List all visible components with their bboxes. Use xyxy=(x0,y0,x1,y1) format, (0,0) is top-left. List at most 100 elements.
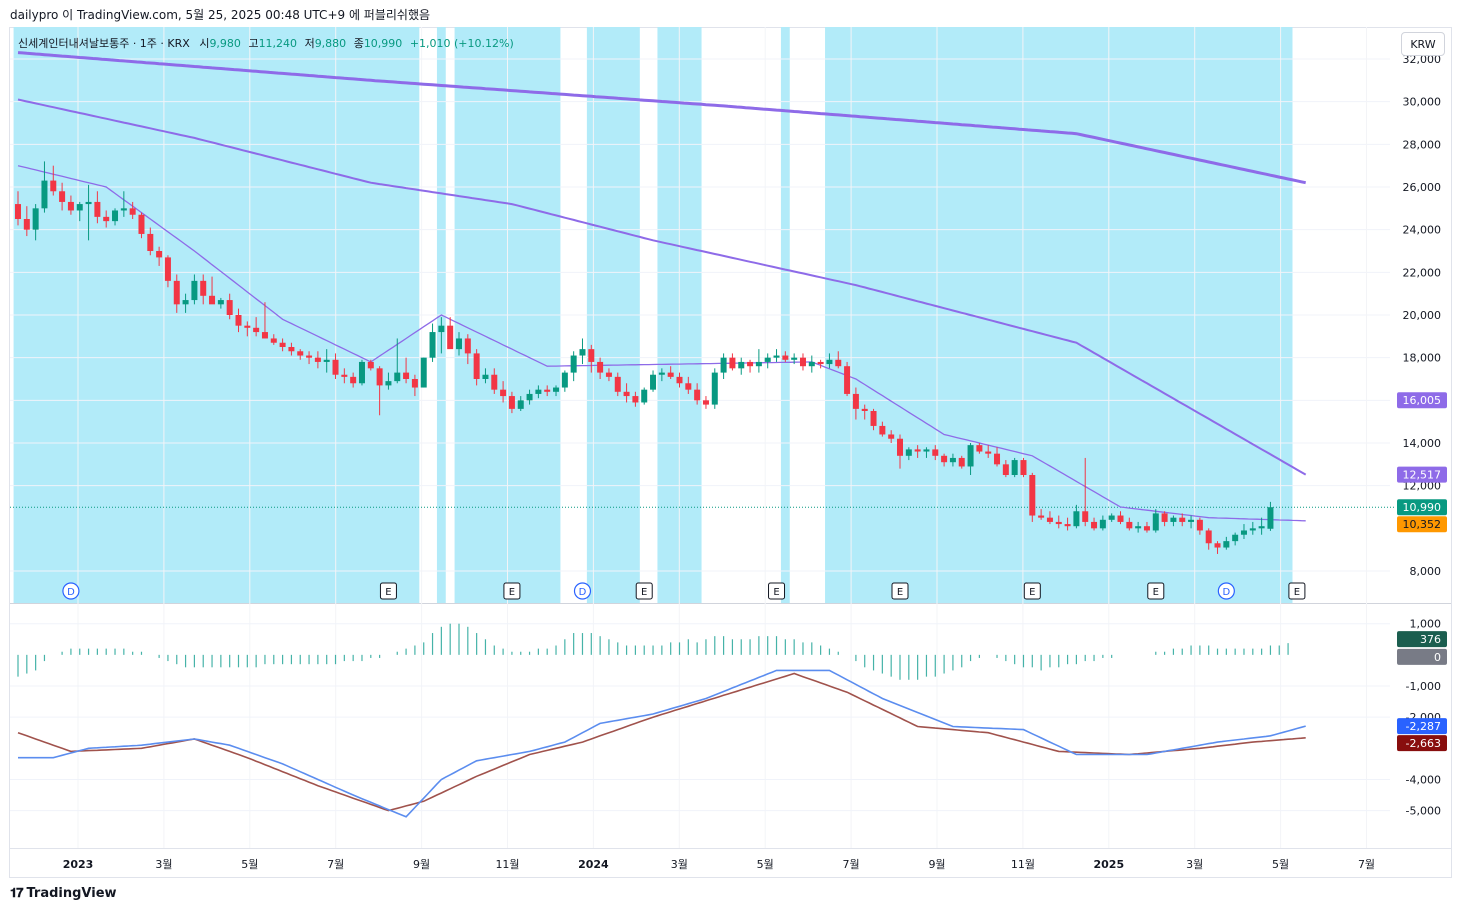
candle-body xyxy=(650,374,657,390)
open-value: 9,980 xyxy=(209,37,241,50)
tradingview-logo[interactable]: 𝟏𝟕 TradingView xyxy=(10,886,117,901)
candle-body xyxy=(23,219,30,230)
candle-body xyxy=(1205,530,1212,544)
candle-body xyxy=(279,342,286,347)
price-tick-label: 26,000 xyxy=(1403,181,1442,194)
time-tick-label: 5월 xyxy=(241,858,258,871)
candle-body xyxy=(579,349,586,356)
candle-body xyxy=(773,355,780,358)
last-price-tag-bg xyxy=(1397,499,1447,516)
candle-body xyxy=(191,280,198,301)
macd-value-tag-bg xyxy=(1397,718,1447,735)
ma-slow-tag: 16,005 xyxy=(1403,394,1442,407)
candle-body xyxy=(173,280,180,305)
candle-body xyxy=(411,379,418,388)
candle-body xyxy=(67,201,74,211)
time-tick-label: 9월 xyxy=(413,858,430,871)
candle-body xyxy=(1029,475,1036,516)
candle-body xyxy=(791,357,798,360)
event-marker-letter: E xyxy=(509,587,515,598)
brand-name: TradingView xyxy=(26,886,117,901)
candle-body xyxy=(1249,528,1256,531)
candle-body xyxy=(85,201,92,205)
earnings-marker-icon xyxy=(1288,582,1306,600)
candle-body xyxy=(1258,526,1265,529)
candle-body xyxy=(50,180,57,192)
candle-body xyxy=(1117,515,1124,522)
candle-body xyxy=(1170,517,1177,522)
candle-body xyxy=(941,455,948,463)
candle-body xyxy=(164,257,171,281)
candle-body xyxy=(702,400,709,405)
candle-body xyxy=(535,389,542,394)
open-label: 시 xyxy=(199,37,210,50)
time-tick-label: 7월 xyxy=(1358,858,1375,871)
candle-body xyxy=(923,449,930,452)
candle-body xyxy=(747,361,754,367)
candle-body xyxy=(561,372,568,388)
high-label: 고 xyxy=(248,37,259,50)
candle-body xyxy=(738,361,745,369)
currency-button[interactable]: KRW xyxy=(1401,32,1445,56)
candle-body xyxy=(464,338,471,354)
candle-body xyxy=(226,300,233,315)
candle-body xyxy=(958,457,965,467)
candle-body xyxy=(491,374,498,390)
candle-body xyxy=(614,376,621,392)
candle-body xyxy=(799,357,806,367)
candle-body xyxy=(385,381,392,386)
macd-zero-tag: 0 xyxy=(1434,651,1441,664)
ma-slow-tag-bg xyxy=(1397,392,1447,409)
candle-body xyxy=(112,210,119,222)
candle-body xyxy=(15,204,21,219)
candle-body xyxy=(905,449,912,456)
candle-body xyxy=(1126,521,1133,529)
price-tick-label: 24,000 xyxy=(1403,224,1442,237)
candle-body xyxy=(1143,526,1150,531)
candle-body xyxy=(1002,464,1009,475)
earnings-marker-icon xyxy=(503,582,521,600)
candle-body xyxy=(1161,513,1168,522)
change-value: +1,010 (+10.12%) xyxy=(409,37,514,50)
ma-mid-tag-bg xyxy=(1397,466,1447,483)
candle-body xyxy=(235,315,242,326)
symbol-legend: 신세계인터내셔날보통주 · 1주 · KRX 시9,980 고11,240 저9… xyxy=(18,35,514,51)
close-value: 10,990 xyxy=(363,37,403,50)
candle-body xyxy=(755,361,762,367)
time-tick-label: 7월 xyxy=(843,858,860,871)
macd-tick-label: 1,000 xyxy=(1410,618,1442,631)
price-tick-label: 32,000 xyxy=(1403,53,1442,66)
candle-body xyxy=(544,389,551,392)
time-tick-label: 7월 xyxy=(327,858,344,871)
candle-body xyxy=(1055,521,1062,525)
price-tick-label: 18,000 xyxy=(1403,352,1442,365)
candle-body xyxy=(156,251,163,258)
candle-body xyxy=(438,325,445,333)
candle-body xyxy=(1046,517,1053,522)
candle-body xyxy=(720,357,727,373)
time-tick-label: 3월 xyxy=(155,858,172,871)
candle-body xyxy=(914,449,921,452)
candle-body xyxy=(306,355,313,358)
candle-body xyxy=(314,357,321,362)
candle-body xyxy=(1135,526,1142,529)
candle-body xyxy=(1240,530,1247,535)
chart-frame xyxy=(9,27,1452,878)
candle-body xyxy=(897,438,903,456)
candle-body xyxy=(138,214,145,234)
macd-value-tag: -2,287 xyxy=(1406,720,1441,733)
candle-body xyxy=(1196,519,1203,531)
low-label: 저 xyxy=(304,37,315,50)
candle-body xyxy=(597,361,604,373)
candle-body xyxy=(358,361,365,384)
candle-body xyxy=(870,411,877,426)
candle-body xyxy=(861,408,868,411)
candle-body xyxy=(658,372,665,375)
candle-body xyxy=(1011,460,1018,475)
candle-body xyxy=(76,204,83,211)
candles xyxy=(15,161,1274,554)
candle-body xyxy=(244,325,251,328)
ma-fast-tag: 10,352 xyxy=(1403,518,1442,531)
price-tick-label: 28,000 xyxy=(1403,138,1442,151)
